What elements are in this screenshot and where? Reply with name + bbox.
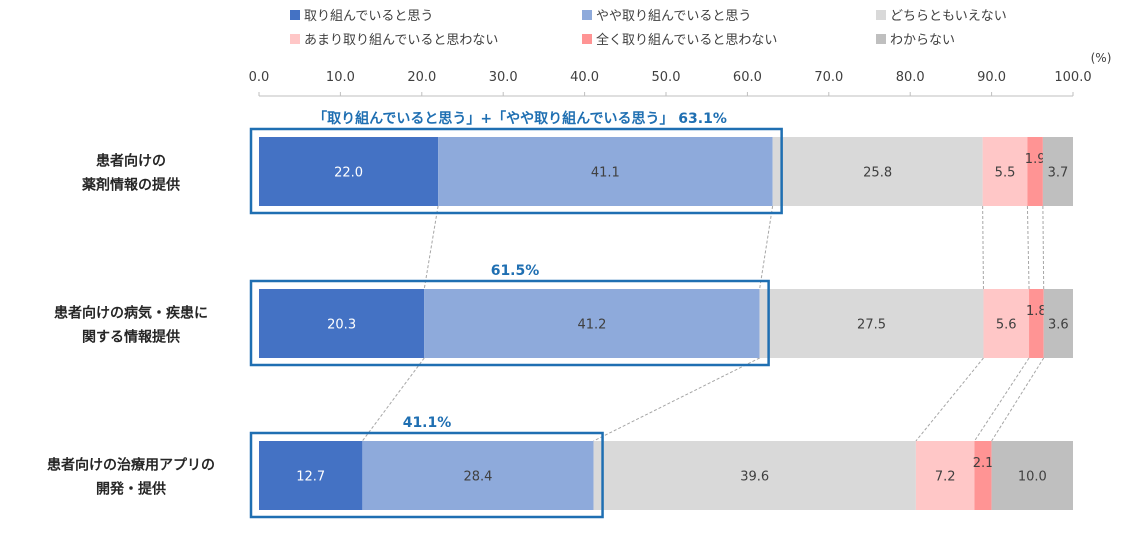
value-label: 25.8 [863, 166, 892, 181]
bar-segment [915, 441, 975, 510]
legend-swatch-1 [582, 10, 592, 20]
x-tick-label: 30.0 [489, 70, 518, 85]
bar-segment [593, 441, 916, 510]
callouts: 「取り組んでいると思う」+「やや取り組んでいる思う」 63.1% 61.5% 41.… [249, 110, 783, 519]
category-label: 開発・提供 [96, 481, 166, 498]
value-label: 28.4 [463, 470, 492, 485]
legend-label-1: やや取り組んでいると思う [596, 9, 751, 24]
legend-label-2: どちらともいえない [890, 9, 1007, 24]
legend-swatch-5 [876, 34, 886, 44]
bar-segment [1042, 137, 1073, 206]
value-label: 2.1 [973, 456, 994, 471]
value-label: 3.7 [1048, 166, 1069, 181]
connector-line [982, 205, 984, 290]
value-label: 27.5 [857, 318, 886, 333]
bar-segment [991, 441, 1073, 510]
x-axis: 0.0 10.0 20.0 30.0 40.0 50.0 60.0 70.0 80.0 90.0 1… [249, 51, 1112, 97]
bar-segment [362, 441, 594, 510]
value-label: 5.6 [996, 318, 1017, 333]
bar-segment [438, 137, 773, 206]
category-label: 患者向けの治療用アプリの [47, 457, 215, 474]
legend-label-3: あまり取り組んでいると思わない [304, 33, 498, 48]
x-tick-label: 0.0 [249, 70, 270, 85]
callout-box [249, 127, 783, 215]
x-tick-label: 70.0 [814, 70, 843, 85]
x-tick-label: 100.0 [1054, 70, 1091, 85]
value-label: 10.0 [1018, 470, 1047, 485]
legend-swatch-4 [582, 34, 592, 44]
value-label: 22.0 [334, 166, 363, 181]
x-tick-label: 90.0 [977, 70, 1006, 85]
unit-label: (%) [1091, 51, 1112, 65]
value-label: 41.2 [577, 318, 606, 333]
connector-line [423, 205, 439, 290]
connector-line [759, 205, 774, 290]
connector-line [1026, 205, 1030, 290]
legend-swatch-3 [290, 34, 300, 44]
bar-segment [259, 441, 363, 510]
bar-segment [1029, 289, 1044, 358]
callout-box [249, 431, 604, 519]
x-tick-label: 60.0 [733, 70, 762, 85]
bars: 22.0 41.1 25.8 5.51.93.720.3 41.2 27.5 5.61.83… [259, 137, 1073, 510]
legend-label-4: 全く取り組んでいると思わない [596, 32, 777, 48]
callout-label: 41.1% [403, 415, 452, 431]
connector-line [974, 357, 1030, 442]
category-label: 薬剤情報の提供 [82, 177, 180, 194]
connector-line [593, 357, 760, 442]
bar-segment [424, 289, 760, 358]
bar-segment [259, 289, 425, 358]
legend-label-5: わからない [890, 33, 955, 48]
bar-segment [982, 137, 1028, 206]
connector-line [361, 357, 425, 442]
x-tick-label: 40.0 [570, 70, 599, 85]
x-tick-label: 80.0 [896, 70, 925, 85]
legend-label-0: 取り組んでいると思う [304, 9, 433, 24]
x-tick-label: 50.0 [652, 70, 681, 85]
category-label: 患者向けの [96, 153, 166, 170]
value-label: 1.8 [1026, 304, 1047, 319]
value-label: 7.2 [935, 470, 956, 485]
value-label: 20.3 [327, 318, 356, 333]
callout-box [249, 279, 770, 367]
connector-line [991, 357, 1045, 442]
bar-segment [974, 441, 992, 510]
connector-lines [361, 205, 1045, 442]
bar-segment [259, 137, 439, 206]
x-tick-label: 10.0 [326, 70, 355, 85]
value-label: 5.5 [995, 166, 1016, 181]
value-label: 3.6 [1048, 318, 1069, 333]
connector-line [915, 357, 984, 442]
value-label: 39.6 [740, 470, 769, 485]
x-tick-label: 20.0 [407, 70, 436, 85]
value-label: 12.7 [296, 470, 325, 485]
connector-line [1042, 205, 1045, 290]
bar-segment [759, 289, 984, 358]
value-label: 41.1 [591, 166, 620, 181]
category-label: 関する情報提供 [82, 329, 180, 346]
value-label: 1.9 [1025, 152, 1046, 167]
bar-segment [772, 137, 983, 206]
category-labels: 患者向けの薬剤情報の提供患者向けの病気・疾患に関する情報提供患者向けの治療用アプ… [47, 153, 215, 498]
category-label: 患者向けの病気・疾患に [54, 305, 208, 322]
legend-swatch-2 [876, 10, 886, 20]
legend-swatch-0 [290, 10, 300, 20]
legend: 取り組んでいると思う やや取り組んでいると思う どちらともいえないあまり取り組んでい… [290, 9, 1007, 48]
bar-segment [1043, 289, 1073, 358]
bar-segment [983, 289, 1030, 358]
callout-label: 61.5% [491, 263, 540, 279]
bar-segment [1027, 137, 1043, 206]
callout-label: 「取り組んでいると思う」+「やや取り組んでいる思う」 63.1% [313, 110, 727, 127]
